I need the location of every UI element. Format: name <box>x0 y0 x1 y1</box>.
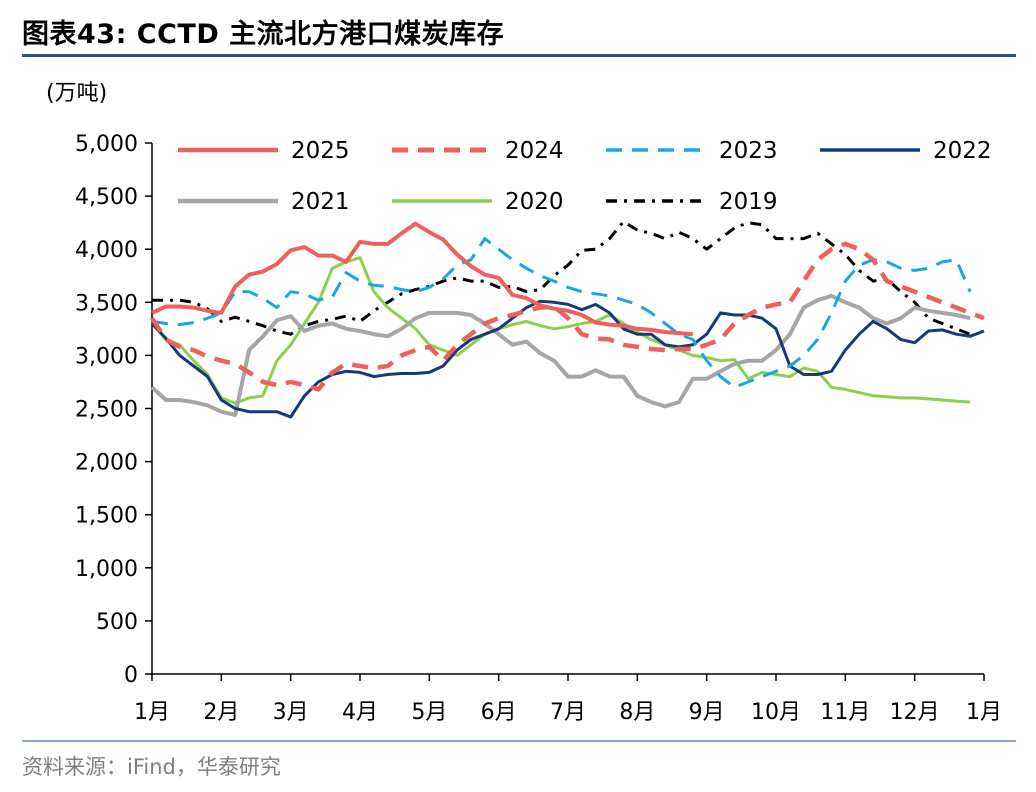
y-tick-label: 0 <box>124 663 138 688</box>
figure-title: 图表43: CCTD 主流北方港口煤炭库存 <box>22 19 505 50</box>
title-divider <box>22 54 1016 57</box>
y-tick-label: 1,000 <box>75 557 138 582</box>
legend-label-2022: 2022 <box>933 138 992 164</box>
x-tick-label: 1月 <box>966 700 1002 725</box>
series-line-2022 <box>150 299 985 419</box>
x-tick-label: 1月 <box>134 700 170 725</box>
x-tick-label: 3月 <box>273 700 309 725</box>
legend-label-2023: 2023 <box>719 138 778 164</box>
y-axis: 0 500 1,000 1,500 2,000 2,500 3,000 3,500 4,000 4… <box>75 132 153 688</box>
y-tick-label: 500 <box>96 610 138 635</box>
source-divider <box>22 740 1016 742</box>
legend-label-2020: 2020 <box>505 189 564 215</box>
x-tick-label: 8月 <box>619 700 655 725</box>
series-line-2025 <box>151 221 693 337</box>
legend-label-2025: 2025 <box>291 138 350 164</box>
y-tick-label: 5,000 <box>75 132 138 157</box>
series-line-2019 <box>152 220 971 336</box>
chart: (万吨) 0 500 1,000 1,500 2,000 2,500 3,000 3,500 4… <box>46 81 1002 725</box>
unit-label: (万吨) <box>46 81 107 106</box>
x-tick-label: 2月 <box>203 700 239 725</box>
series-line-2023 <box>151 237 972 389</box>
y-tick-label: 4,500 <box>75 185 138 210</box>
x-tick-label: 7月 <box>550 700 586 725</box>
x-tick-label: 12月 <box>890 700 940 725</box>
y-tick-label: 2,500 <box>75 398 138 423</box>
y-tick-label: 2,000 <box>75 451 138 476</box>
series-line-2020 <box>150 256 971 405</box>
legend-label-2019: 2019 <box>719 189 778 215</box>
legend: 2025 2024 2023 2022 2021 2020 2019 <box>178 138 992 215</box>
series-line-2024 <box>150 241 985 392</box>
x-tick-label: 9月 <box>689 700 725 725</box>
y-tick-label: 3,500 <box>75 291 138 316</box>
x-tick-label: 4月 <box>342 700 378 725</box>
x-axis: 1月 2月 3月 4月 5月 6月 7月 8月 9月 10月 11月 12月 1月 <box>134 673 1002 725</box>
source-note: 资料来源：iFind，华泰研究 <box>22 755 281 779</box>
x-tick-label: 11月 <box>820 700 870 725</box>
x-tick-label: 10月 <box>751 700 801 725</box>
x-tick-label: 6月 <box>481 700 517 725</box>
legend-label-2024: 2024 <box>505 138 564 164</box>
y-tick-label: 4,000 <box>75 238 138 263</box>
series-layer <box>150 220 985 419</box>
series-line-2021 <box>150 293 971 417</box>
x-tick-label: 5月 <box>411 700 447 725</box>
y-tick-label: 1,500 <box>75 504 138 529</box>
legend-label-2021: 2021 <box>291 189 350 215</box>
y-tick-label: 3,000 <box>75 344 138 369</box>
